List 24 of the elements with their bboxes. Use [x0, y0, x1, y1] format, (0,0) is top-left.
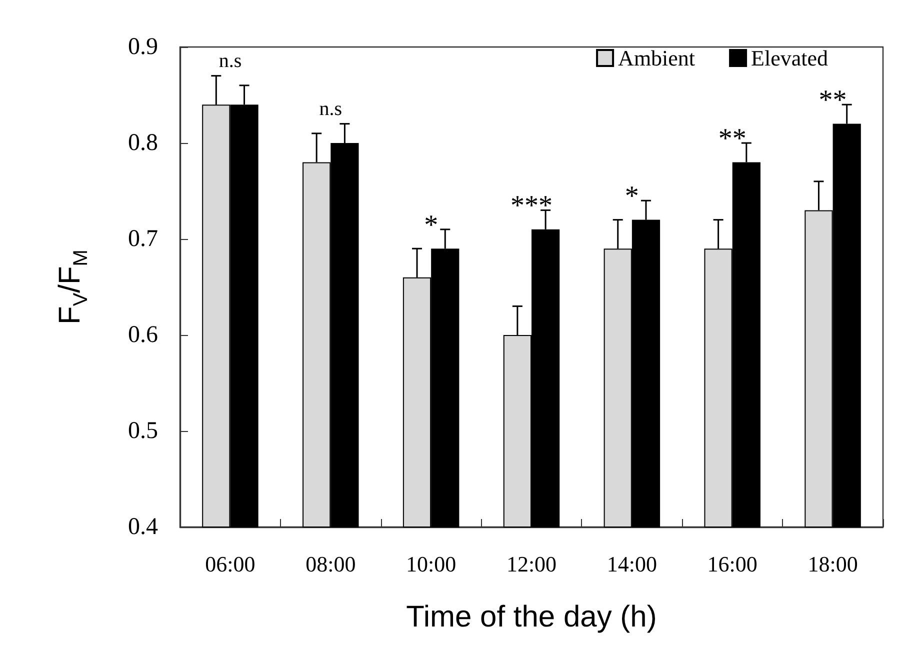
annotation: **: [718, 124, 746, 154]
annotation: *: [624, 181, 639, 212]
annotation: n.s: [319, 98, 342, 120]
y-tick-label: 0.6: [128, 322, 158, 348]
annotation: *: [424, 210, 438, 241]
y-tick-label: 0.9: [128, 34, 158, 60]
y-tick-label: 0.7: [128, 226, 158, 252]
annotation: n.s: [218, 50, 242, 72]
x-tick-label: 08:00: [306, 552, 356, 576]
legend-label: Elevated: [751, 46, 828, 70]
legend-label: Ambient: [618, 46, 696, 70]
x-tick-label: 16:00: [707, 552, 758, 576]
y-tick-label: 0.8: [128, 130, 158, 156]
x-tick-label: 06:00: [205, 552, 256, 576]
x-tick-label: 12:00: [506, 552, 557, 576]
annotation: **: [818, 85, 847, 116]
x-axis-title: Time of the day (h): [406, 600, 657, 634]
x-tick-label: 10:00: [406, 552, 456, 576]
y-tick-label: 0.4: [128, 514, 158, 540]
x-tick-label: 14:00: [606, 552, 657, 576]
annotation: ***: [510, 190, 552, 222]
y-tick-label: 0.5: [128, 418, 158, 444]
y-axis-title: FV/FM: [54, 250, 92, 324]
x-tick-label: 18:00: [808, 552, 858, 576]
